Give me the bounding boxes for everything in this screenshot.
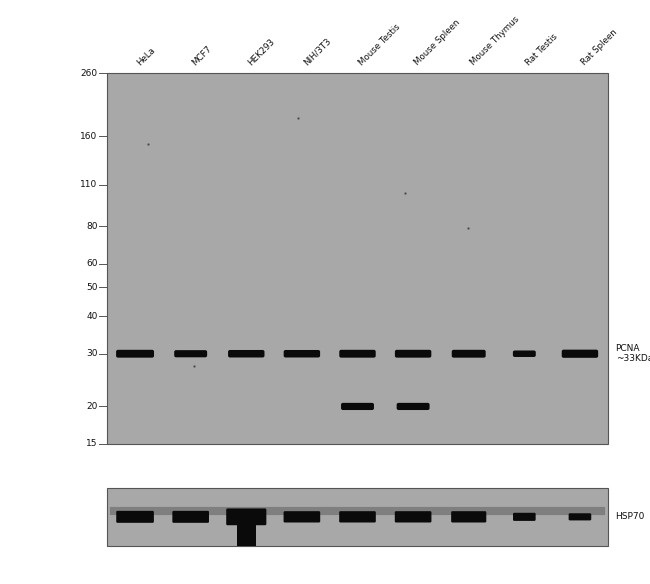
FancyBboxPatch shape bbox=[513, 513, 536, 521]
Text: HeLa: HeLa bbox=[135, 46, 157, 67]
FancyBboxPatch shape bbox=[339, 350, 376, 357]
FancyBboxPatch shape bbox=[228, 350, 265, 357]
FancyBboxPatch shape bbox=[283, 511, 320, 523]
FancyBboxPatch shape bbox=[395, 350, 432, 357]
FancyBboxPatch shape bbox=[569, 513, 592, 520]
FancyBboxPatch shape bbox=[107, 488, 608, 546]
Text: PCNA
~33KDa: PCNA ~33KDa bbox=[616, 344, 650, 363]
Text: 260: 260 bbox=[81, 68, 98, 78]
FancyBboxPatch shape bbox=[226, 509, 266, 525]
Text: 110: 110 bbox=[80, 180, 98, 189]
Text: 15: 15 bbox=[86, 439, 97, 449]
Text: 60: 60 bbox=[86, 259, 97, 268]
Text: 160: 160 bbox=[80, 131, 98, 141]
FancyBboxPatch shape bbox=[116, 511, 154, 523]
FancyBboxPatch shape bbox=[513, 350, 536, 357]
FancyBboxPatch shape bbox=[341, 403, 374, 410]
Text: NIH/3T3: NIH/3T3 bbox=[302, 36, 333, 67]
FancyBboxPatch shape bbox=[339, 511, 376, 523]
FancyBboxPatch shape bbox=[396, 403, 430, 410]
FancyBboxPatch shape bbox=[237, 524, 255, 546]
Text: 50: 50 bbox=[86, 283, 97, 292]
Text: HEK293: HEK293 bbox=[246, 37, 277, 67]
Text: Mouse Thymus: Mouse Thymus bbox=[469, 15, 521, 67]
Text: Rat Testis: Rat Testis bbox=[525, 32, 560, 67]
Text: MCF7: MCF7 bbox=[190, 44, 214, 67]
FancyBboxPatch shape bbox=[107, 73, 608, 444]
Text: 30: 30 bbox=[86, 349, 97, 358]
Text: 20: 20 bbox=[86, 402, 98, 411]
FancyBboxPatch shape bbox=[562, 350, 598, 358]
FancyBboxPatch shape bbox=[174, 350, 207, 357]
Text: 40: 40 bbox=[86, 312, 98, 321]
FancyBboxPatch shape bbox=[116, 350, 154, 357]
FancyBboxPatch shape bbox=[451, 511, 486, 523]
Text: Mouse Spleen: Mouse Spleen bbox=[413, 18, 462, 67]
FancyBboxPatch shape bbox=[452, 350, 486, 357]
Text: Mouse Testis: Mouse Testis bbox=[358, 22, 402, 67]
FancyBboxPatch shape bbox=[172, 511, 209, 523]
Text: Rat Spleen: Rat Spleen bbox=[580, 27, 619, 67]
FancyBboxPatch shape bbox=[110, 507, 605, 515]
Text: 80: 80 bbox=[86, 222, 97, 231]
Text: HSP70: HSP70 bbox=[616, 512, 645, 522]
FancyBboxPatch shape bbox=[283, 350, 320, 357]
FancyBboxPatch shape bbox=[395, 511, 432, 523]
